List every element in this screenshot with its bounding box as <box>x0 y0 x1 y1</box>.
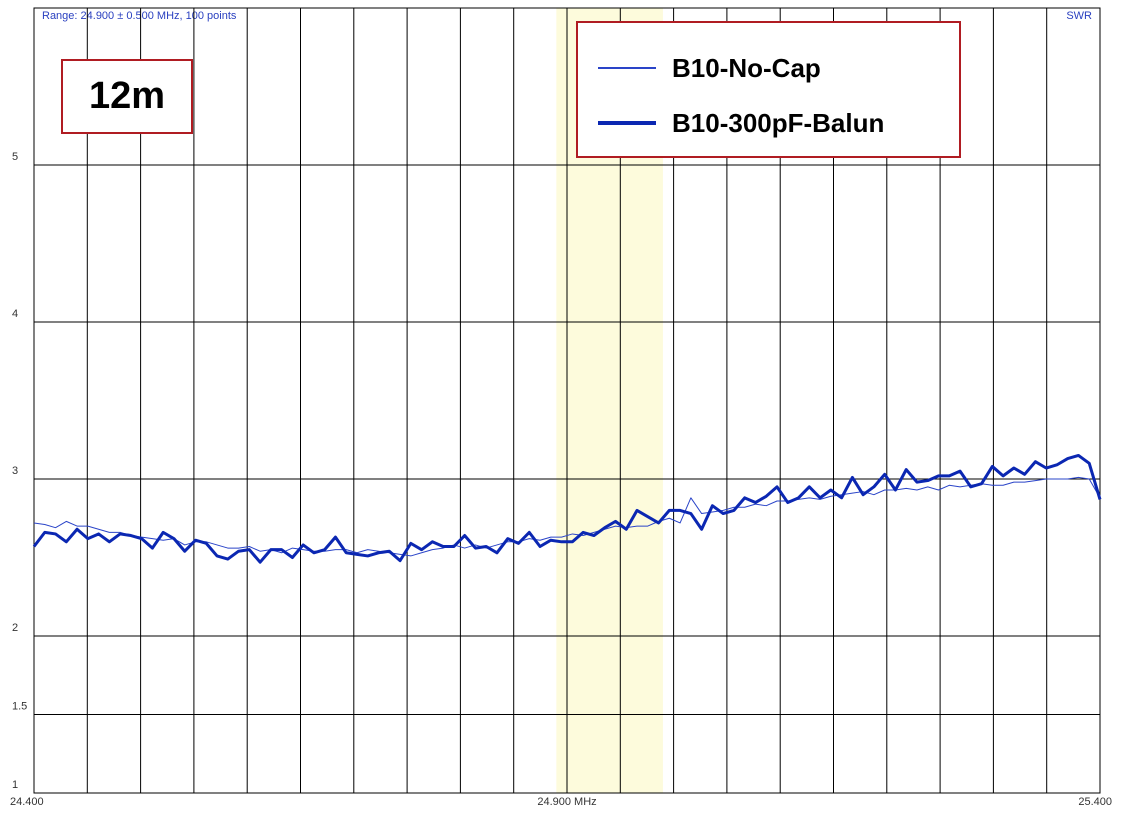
legend-box <box>576 21 961 158</box>
legend-label: B10-No-Cap <box>672 53 821 83</box>
annotation: 12m <box>89 75 165 117</box>
y-tick-label: 5 <box>12 151 18 163</box>
y-tick-label: 4 <box>12 308 18 320</box>
annotation-box <box>61 59 193 134</box>
y-tick-label: 1.5 <box>12 700 27 712</box>
x-tick-label: 24.900 MHz <box>537 796 596 808</box>
legend-label: B10-300pF-Balun <box>672 108 884 138</box>
x-tick-label: 24.400 <box>10 796 44 808</box>
y-tick-label: 2 <box>12 622 18 634</box>
series-line <box>32 453 1102 564</box>
y-tick-label: 3 <box>12 465 18 477</box>
x-tick-label: 25.400 <box>1078 796 1112 808</box>
plot-frame <box>33 7 1101 794</box>
range-label: Range: 24.900 ± 0.500 MHz, 100 points <box>42 10 237 22</box>
y-tick-label: 1 <box>12 779 18 791</box>
unit-label: SWR <box>1066 10 1092 22</box>
series-line <box>33 476 1101 557</box>
